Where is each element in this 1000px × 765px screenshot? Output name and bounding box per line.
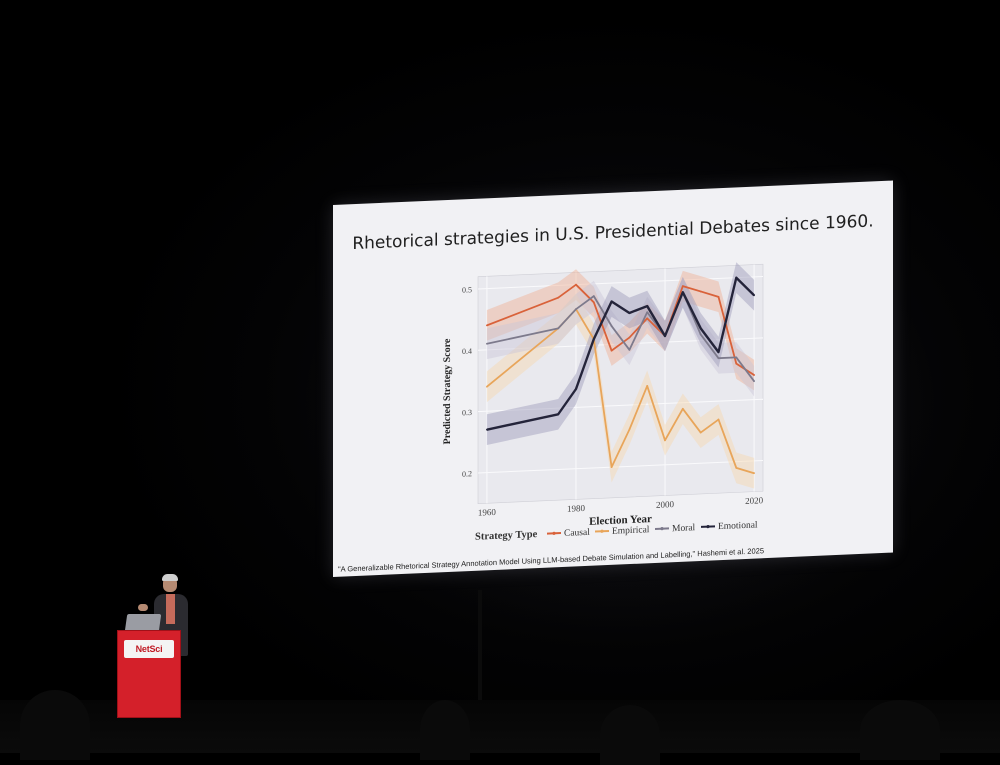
plot-panel [477,263,764,504]
x-tick-label: 1960 [478,507,496,518]
y-axis-label: Predicted Strategy Score [442,338,453,445]
data-point [753,294,755,297]
data-point [557,413,560,416]
legend-label-moral: Moral [672,523,696,534]
data-point [681,291,684,294]
data-point [753,380,755,383]
data-point [735,362,738,365]
podium: NetSci [117,630,181,718]
data-point [486,324,488,327]
microphone-stand [478,590,482,700]
data-point [699,327,702,330]
y-gridline [478,275,763,290]
y-gridline [478,398,763,413]
y-tick-label: 0.4 [462,347,472,356]
x-tick-label: 1980 [567,503,585,514]
data-point [735,466,738,469]
confidence-band-empirical [486,293,755,489]
x-tick-label: 2020 [745,495,763,506]
data-point [681,407,684,410]
data-point [664,335,666,337]
data-point [628,312,631,314]
data-point [575,308,577,311]
x-tick-label: 2000 [656,499,674,510]
audience-head [420,700,470,760]
confidence-band-emotional [486,262,755,445]
data-point [486,428,488,431]
legend-swatch-dot [552,531,556,535]
data-point [735,356,738,359]
data-point [628,428,631,431]
data-point [699,290,702,293]
data-point [717,351,720,353]
data-point [486,385,488,388]
y-gridline [478,460,763,474]
data-point [610,349,613,352]
data-point [646,305,649,307]
y-tick-label: 0.5 [462,285,472,294]
data-point [699,431,702,434]
presenter-hand [138,604,148,611]
audience-head [860,700,940,760]
y-tick-label: 0.2 [462,469,472,478]
legend-swatch-dot [600,529,604,533]
y-tick-label: 0.3 [462,408,472,417]
data-point [717,295,720,298]
data-point [592,301,595,304]
data-point [646,317,649,320]
data-point [699,333,702,336]
data-point [681,285,684,288]
legend-label-emotional: Emotional [718,520,758,532]
data-point [575,283,577,286]
data-point [664,439,666,442]
legend-label-causal: Causal [564,528,590,539]
data-point [592,338,595,341]
data-point [628,348,631,351]
data-point [646,311,649,314]
podium-logo: NetSci [124,640,174,658]
presenter-shirt [166,594,175,624]
audience-head [20,690,90,760]
data-point [486,342,488,345]
legend-swatch-dot [660,527,664,531]
line-chart: 1960 1980 2000 2020 0.2 0.3 0.4 0.5 Election Yea… [442,262,764,543]
data-point [628,336,631,339]
data-point [610,300,613,303]
legend-swatch-dot [706,525,710,529]
data-point [646,384,649,387]
projection-screen: Rhetorical strategies in U.S. Presidenti… [333,180,893,577]
data-point [717,418,720,421]
data-point [753,472,755,475]
data-point [610,466,613,469]
data-point [610,325,613,327]
data-point [575,388,577,390]
legend-label-empirical: Empirical [612,525,650,537]
presenter-hair [162,574,178,581]
data-point [557,296,560,299]
x-axis-label: Election Year [589,513,652,528]
data-point [592,295,595,298]
data-point [557,327,560,330]
legend-title: Strategy Type [475,529,538,543]
audience-head [600,705,660,765]
data-point [717,357,720,360]
data-point [735,276,738,279]
data-point [753,374,755,376]
